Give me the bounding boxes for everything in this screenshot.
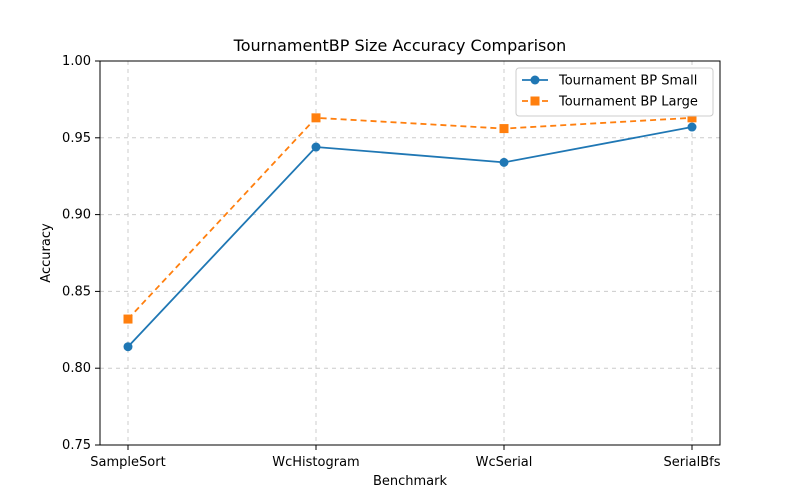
series-0-point-3 (687, 122, 697, 132)
x-tick-label-0: SampleSort (90, 455, 165, 470)
y-tick-label-1: 0.80 (62, 361, 91, 376)
legend-box (515, 67, 714, 117)
legend-label-1: Tournament BP Large (558, 95, 698, 110)
chart-title: TournamentBP Size Accuracy Comparison (233, 36, 567, 55)
series-1-point-0 (123, 314, 133, 324)
grid-layer (100, 60, 720, 446)
y-tick-label-5: 1.00 (62, 54, 91, 69)
series-1-point-3 (687, 113, 697, 123)
y-tick-label-3: 0.90 (62, 208, 91, 223)
y-tick-label-0: 0.75 (62, 438, 91, 453)
x-axis-label: Benchmark (373, 474, 448, 489)
axes-layer: 0.75 0.80 0.85 0.90 0.95 1.00 SampleSort WcHist… (62, 54, 721, 470)
series-line-0 (127, 126, 693, 348)
x-tick-label-2: WcSerial (476, 455, 533, 470)
plot-frame (99, 60, 721, 446)
y-axis-label: Accuracy (39, 223, 54, 283)
y-tick-label-4: 0.95 (62, 131, 91, 146)
x-tick-label-1: WcHistogram (272, 455, 359, 470)
legend-marker-1 (530, 96, 540, 106)
series-layer (123, 113, 697, 352)
series-1-point-2 (499, 124, 509, 134)
series-line-1 (127, 116, 693, 320)
x-tick-label-3: SerialBfs (663, 455, 720, 470)
series-0-point-0 (123, 342, 133, 352)
series-1-point-1 (311, 113, 321, 123)
y-tick-label-2: 0.85 (62, 284, 91, 299)
legend: Tournament BP Small Tournament BP Large (515, 67, 714, 117)
legend-label-0: Tournament BP Small (558, 74, 697, 89)
legend-marker-0 (530, 75, 540, 85)
series-0-point-1 (311, 142, 321, 152)
series-0-point-2 (499, 157, 509, 167)
